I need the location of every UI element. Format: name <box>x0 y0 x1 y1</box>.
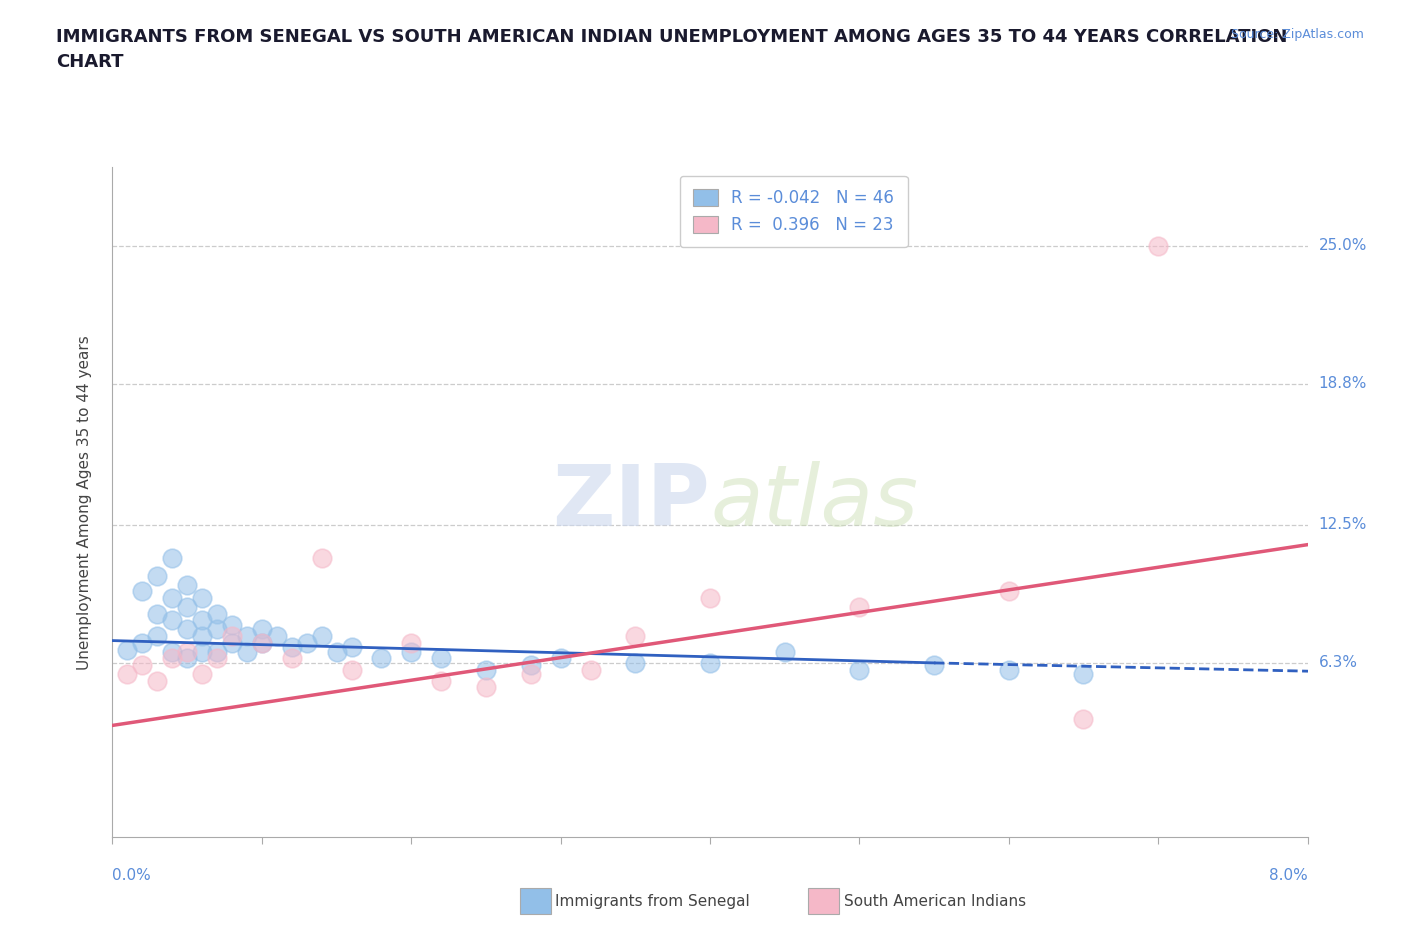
Point <box>191 591 214 605</box>
Point <box>205 622 228 637</box>
Point <box>176 651 198 666</box>
Point <box>325 644 347 659</box>
Text: Source: ZipAtlas.com: Source: ZipAtlas.com <box>1230 28 1364 41</box>
Text: 6.3%: 6.3% <box>1319 656 1358 671</box>
Point <box>475 680 498 695</box>
Text: IMMIGRANTS FROM SENEGAL VS SOUTH AMERICAN INDIAN UNEMPLOYMENT AMONG AGES 35 TO 4: IMMIGRANTS FROM SENEGAL VS SOUTH AMERICA… <box>56 28 1288 71</box>
Point <box>311 551 333 565</box>
Point <box>131 635 153 650</box>
Point <box>131 584 153 599</box>
Point <box>1073 711 1095 726</box>
Legend: R = -0.042   N = 46, R =  0.396   N = 23: R = -0.042 N = 46, R = 0.396 N = 23 <box>679 176 908 247</box>
Point <box>191 644 214 659</box>
Point <box>191 629 214 644</box>
Point <box>117 667 139 682</box>
Point <box>146 568 169 583</box>
Point <box>131 658 153 672</box>
Point <box>176 644 198 659</box>
Point <box>162 591 183 605</box>
Point <box>520 658 543 672</box>
Point <box>221 618 243 632</box>
Point <box>176 622 198 637</box>
Point <box>281 640 304 655</box>
Point <box>205 606 228 621</box>
Point <box>430 651 453 666</box>
Point <box>295 635 318 650</box>
Point <box>579 662 602 677</box>
Point <box>773 644 796 659</box>
Point <box>340 640 363 655</box>
Point <box>340 662 363 677</box>
Point <box>191 667 214 682</box>
Point <box>236 644 259 659</box>
Text: ZIP: ZIP <box>553 460 710 544</box>
Point <box>236 629 259 644</box>
Point <box>176 578 198 592</box>
Point <box>162 644 183 659</box>
Point <box>146 606 169 621</box>
Point <box>250 622 273 637</box>
Text: 25.0%: 25.0% <box>1319 238 1367 253</box>
Point <box>221 635 243 650</box>
Point <box>176 600 198 615</box>
Point <box>162 551 183 565</box>
Point <box>205 644 228 659</box>
Point <box>370 651 392 666</box>
Point <box>162 613 183 628</box>
Point <box>162 651 183 666</box>
Y-axis label: Unemployment Among Ages 35 to 44 years: Unemployment Among Ages 35 to 44 years <box>77 335 91 670</box>
Point <box>281 651 304 666</box>
Point <box>205 651 228 666</box>
Point <box>848 662 870 677</box>
Point <box>624 629 647 644</box>
Point <box>191 613 214 628</box>
Point <box>401 644 423 659</box>
Text: Immigrants from Senegal: Immigrants from Senegal <box>555 894 751 909</box>
Point <box>266 629 288 644</box>
Point <box>430 673 453 688</box>
Point <box>624 656 647 671</box>
Point <box>475 662 498 677</box>
Point <box>311 629 333 644</box>
Text: 12.5%: 12.5% <box>1319 517 1367 532</box>
Point <box>1073 667 1095 682</box>
Point <box>250 635 273 650</box>
Point <box>848 600 870 615</box>
Point <box>997 662 1019 677</box>
Text: 8.0%: 8.0% <box>1268 868 1308 883</box>
Point <box>550 651 572 666</box>
Point <box>146 673 169 688</box>
Text: 0.0%: 0.0% <box>112 868 152 883</box>
Point <box>1147 238 1170 253</box>
Text: atlas: atlas <box>710 460 918 544</box>
Point <box>117 642 139 657</box>
Point <box>520 667 543 682</box>
Point <box>997 584 1019 599</box>
Point <box>699 656 721 671</box>
Text: 18.8%: 18.8% <box>1319 377 1367 392</box>
Point <box>146 629 169 644</box>
Point <box>221 629 243 644</box>
Point <box>401 635 423 650</box>
Point <box>699 591 721 605</box>
Point <box>250 635 273 650</box>
Point <box>922 658 945 672</box>
Text: South American Indians: South American Indians <box>844 894 1026 909</box>
